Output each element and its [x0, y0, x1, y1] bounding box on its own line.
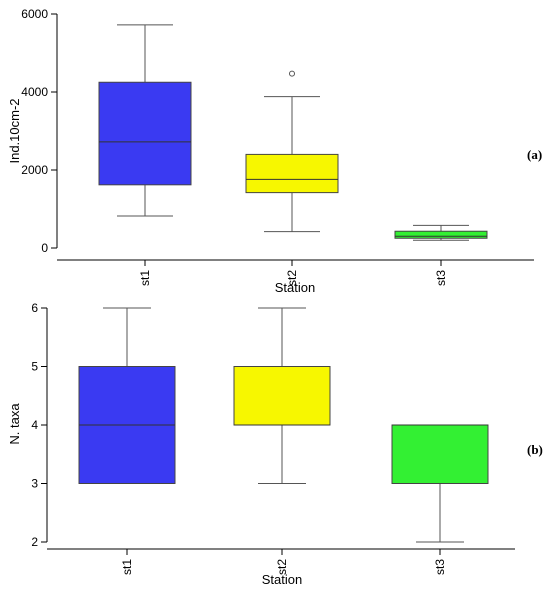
y-tick-label-b: 2 [31, 535, 38, 549]
x-tick-label-a: st2 [285, 270, 299, 286]
box-st3-a [394, 230, 488, 239]
box-st2-a [245, 153, 339, 194]
y-tick-label-a: 2000 [21, 163, 48, 177]
panel-b: (b) Station N. taxa 2 3 4 5 6 st1 st2 st3 [7, 301, 543, 587]
panel-tag-a: (a) [527, 147, 542, 162]
box-st3-b [391, 424, 489, 484]
x-tick-label-b: st2 [275, 559, 289, 575]
plot-area-a: 0 2000 4000 6000 st1 st2 st3 [21, 7, 534, 286]
y-tick-label-b: 4 [31, 418, 38, 432]
y-tick-label-a: 4000 [21, 85, 48, 99]
x-tick-label-a: st1 [138, 270, 152, 286]
outlier-point-a [289, 70, 295, 77]
y-tick-label-a: 0 [41, 241, 48, 255]
y-axis-title-a: Ind.10cm-2 [7, 98, 22, 163]
box-st2-b [233, 366, 331, 426]
x-tick-label-b: st1 [120, 559, 134, 575]
panel-tag-b: (b) [527, 442, 543, 457]
plot-area-b: 2 3 4 5 6 st1 st2 st3 [31, 301, 515, 575]
x-tick-label-b: st3 [433, 559, 447, 575]
box-st1-a [98, 81, 192, 186]
panel-a: (a) Station Ind.10cm-2 0 2000 4000 6000 st1 s… [7, 7, 542, 295]
x-axis-title-b: Station [262, 572, 302, 587]
x-tick-label-a: st3 [434, 270, 448, 286]
y-tick-label-b: 3 [31, 477, 38, 491]
y-tick-label-b: 6 [31, 301, 38, 315]
y-axis-title-b: N. taxa [7, 403, 22, 445]
y-tick-label-a: 6000 [21, 7, 48, 21]
x-axis-title-a: Station [275, 280, 315, 295]
y-tick-label-b: 5 [31, 360, 38, 374]
